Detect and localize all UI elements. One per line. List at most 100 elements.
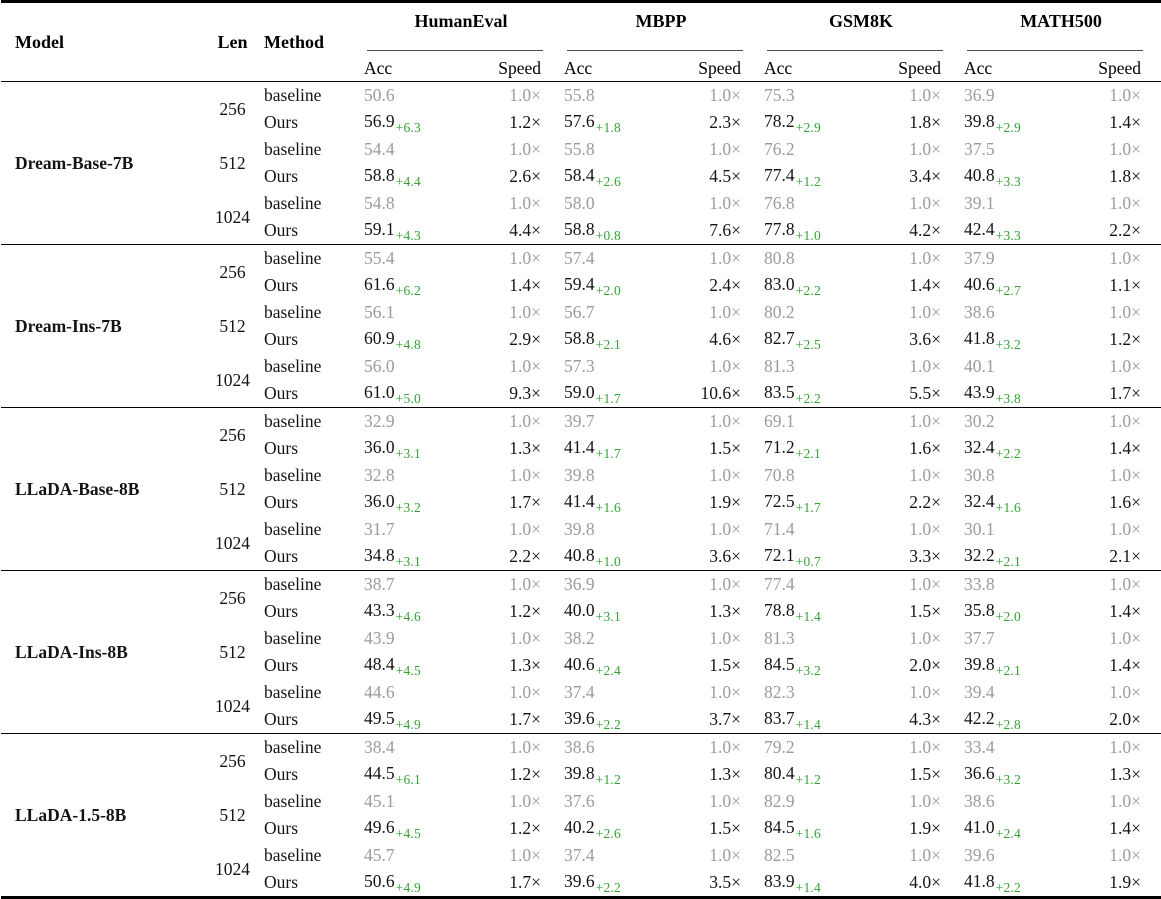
acc-cell: 32.2+2.1 <box>961 542 1069 571</box>
acc-cell: 71.4 <box>761 516 869 542</box>
speed-value: 1.0× <box>469 407 561 434</box>
acc-cell: 38.7 <box>361 570 469 597</box>
speed-value: 2.2× <box>909 492 942 512</box>
speed-value: 1.0× <box>1109 465 1142 485</box>
acc-cell: 36.9 <box>561 570 669 597</box>
table-row: Ours 36.0+3.2 1.7× 41.4+1.6 1.9× 72.5+1.7 2.2×… <box>1 488 1161 516</box>
acc-value: 40.0 <box>564 600 595 620</box>
table-header: Model Len Method HumanEval MBPP GSM8K MA… <box>1 1 1161 82</box>
acc-delta: +2.2 <box>595 879 621 895</box>
len-value: 512 <box>219 479 246 499</box>
acc-value: 39.6 <box>564 871 595 891</box>
acc-value: 38.4 <box>364 737 395 757</box>
acc-value: 36.0 <box>364 437 395 457</box>
acc-cell: 45.1 <box>361 788 469 814</box>
speed-value: 1.0× <box>1069 570 1161 597</box>
acc-delta: +2.2 <box>995 445 1021 461</box>
speed-value: 1.5× <box>709 655 741 675</box>
acc-delta: +1.4 <box>795 716 821 732</box>
acc-delta: +1.6 <box>995 499 1021 515</box>
acc-cell: 54.4 <box>361 136 469 162</box>
acc-delta: +2.8 <box>995 716 1021 732</box>
acc-value: 44.5 <box>364 763 395 783</box>
method-label: Ours <box>264 112 299 132</box>
acc-delta: +1.2 <box>795 173 821 189</box>
column-header-len: Len <box>201 1 264 82</box>
acc-value: 38.6 <box>964 302 995 322</box>
len-value: 1024 <box>215 696 250 716</box>
speed-value: 1.5× <box>909 764 942 784</box>
acc-value: 55.4 <box>364 248 395 268</box>
table-row: Ours 61.0+5.0 9.3× 59.0+1.7 10.6× 83.5+2.2 5.5… <box>1 379 1161 408</box>
acc-value: 83.0 <box>764 274 795 294</box>
acc-delta: +3.8 <box>995 390 1021 406</box>
speed-value: 1.0× <box>869 81 962 108</box>
speed-value: 1.2× <box>1109 329 1142 349</box>
acc-delta: +2.1 <box>995 662 1021 678</box>
speed-value: 1.0× <box>1069 244 1161 271</box>
table-row: 1024 baseline 54.8 1.0× 58.0 1.0× 76.8 1.0× 39.1… <box>1 190 1161 227</box>
speed-value: 1.0× <box>709 519 741 539</box>
speed-value: 1.0× <box>709 682 741 702</box>
acc-value: 36.9 <box>964 85 995 105</box>
acc-value: 37.6 <box>564 791 595 811</box>
acc-value: 39.6 <box>964 845 995 865</box>
acc-cell: 36.6+3.2 <box>961 760 1069 788</box>
speed-value: 1.0× <box>1109 356 1142 376</box>
acc-cell: 80.4+1.2 <box>761 760 869 788</box>
acc-cell: 81.3 <box>761 625 869 651</box>
acc-value: 40.6 <box>564 654 595 674</box>
acc-cell: 61.6+6.2 <box>361 271 469 299</box>
acc-cell: 39.8+2.9 <box>961 108 1069 136</box>
method-label: Ours <box>264 546 299 566</box>
acc-cell: 39.8+1.2 <box>561 760 669 788</box>
acc-cell: 38.6 <box>961 788 1069 814</box>
len-value: 1024 <box>215 533 250 553</box>
speed-value: 1.7× <box>509 709 541 729</box>
acc-cell: 32.9 <box>361 407 469 434</box>
acc-value: 36.0 <box>364 491 395 511</box>
speed-value: 1.2× <box>509 818 541 838</box>
acc-value: 57.6 <box>564 111 595 131</box>
speed-value: 1.0× <box>1109 791 1142 811</box>
speed-value: 1.0× <box>1109 845 1142 865</box>
acc-value: 80.8 <box>764 248 795 268</box>
acc-delta: +2.5 <box>795 336 821 352</box>
acc-cell: 72.1+0.7 <box>761 542 869 571</box>
acc-value: 37.4 <box>564 845 595 865</box>
acc-cell: 56.9+6.3 <box>361 108 469 136</box>
acc-value: 36.9 <box>564 574 595 594</box>
acc-value: 61.6 <box>364 274 395 294</box>
acc-cell: 37.4 <box>561 842 669 868</box>
acc-cell: 39.6 <box>961 842 1069 868</box>
speed-value: 1.0× <box>1109 302 1142 322</box>
speed-value: 1.7× <box>1109 383 1142 403</box>
acc-delta: +1.4 <box>795 879 821 895</box>
acc-value: 50.6 <box>364 871 395 891</box>
table-row: Ours 48.4+4.5 1.3× 40.6+2.4 1.5× 84.5+3.2 2.0×… <box>1 651 1161 679</box>
speed-value: 1.0× <box>669 570 761 597</box>
acc-value: 84.5 <box>764 654 795 674</box>
acc-value: 83.7 <box>764 708 795 728</box>
acc-cell: 82.9 <box>761 788 869 814</box>
method-label: baseline <box>264 302 322 322</box>
acc-cell: 78.2+2.9 <box>761 108 869 136</box>
acc-value: 41.4 <box>564 491 595 511</box>
acc-cell: 30.2 <box>961 407 1070 434</box>
speed-value: 1.0× <box>1069 407 1161 434</box>
acc-value: 30.2 <box>964 411 995 431</box>
acc-value: 50.6 <box>364 85 395 105</box>
model-name: LLaDA-Ins-8B <box>1 570 201 734</box>
speed-value: 1.2× <box>509 764 541 784</box>
method-label: Ours <box>264 492 299 512</box>
acc-delta: +2.1 <box>595 336 621 352</box>
method-label: baseline <box>264 682 322 702</box>
speed-value: 1.0× <box>469 570 561 597</box>
acc-delta: +4.4 <box>395 173 421 189</box>
speed-value: 1.9× <box>909 818 942 838</box>
acc-delta: +4.9 <box>395 716 421 732</box>
table-row: LLaDA-1.5-8B 256 baseline 38.4 1.0× 38.6 1.0× 7… <box>1 733 1161 898</box>
acc-value: 32.9 <box>364 411 395 431</box>
acc-cell: 38.6 <box>961 299 1069 325</box>
